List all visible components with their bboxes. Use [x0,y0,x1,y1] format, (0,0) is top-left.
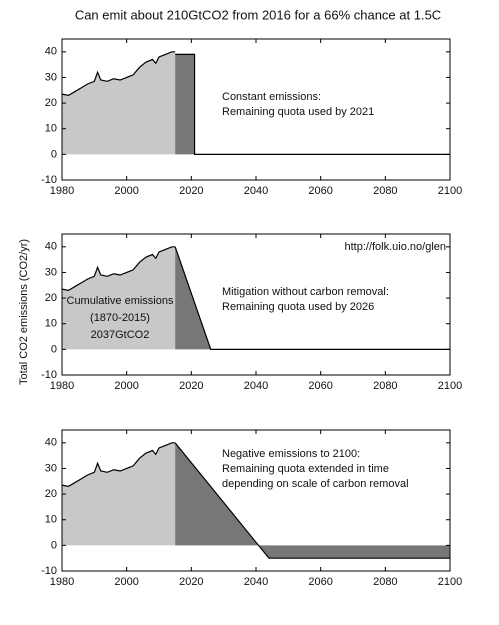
x-tick-label: 2020 [179,380,203,392]
annotation: 2037GtCO2 [91,329,150,341]
x-tick-label: 2020 [179,185,203,197]
y-tick-label: 0 [51,539,57,551]
x-tick-label: 2080 [373,380,397,392]
x-tick-label: 2020 [179,576,203,588]
area [62,442,176,546]
annotation: Cumulative emissions [67,295,174,307]
y-tick-label: 20 [45,97,57,109]
x-tick-label: 2040 [244,576,268,588]
x-tick-label: 2040 [244,380,268,392]
x-tick-label: 2060 [308,185,332,197]
annotation: http://folk.uio.no/glen [344,241,446,253]
y-tick-label: 10 [45,318,57,330]
y-tick-label: 20 [45,488,57,500]
x-tick-label: 2100 [438,185,462,197]
y-tick-label: -10 [41,565,57,577]
x-tick-label: 2040 [244,185,268,197]
x-tick-label: 2080 [373,185,397,197]
line [61,51,176,97]
annotation: Mitigation without carbon removal: [222,286,389,298]
y-tick-label: 30 [45,462,57,474]
x-tick-label: 2060 [308,380,332,392]
annotation: Remaining quota used by 2021 [222,106,374,118]
annotation: Remaining quota extended in time [222,463,389,475]
y-tick-label: 30 [45,266,57,278]
x-tick-label: 2100 [438,576,462,588]
y-tick-label: 10 [45,123,57,135]
y-tick-label: 40 [45,241,57,253]
x-tick-label: 2100 [438,380,462,392]
y-tick-label: 0 [51,343,57,355]
area [62,246,176,350]
x-tick-label: 2000 [114,576,138,588]
annotation: Remaining quota used by 2026 [222,301,374,313]
x-tick-label: 1980 [50,185,74,197]
y-tick-label: -10 [41,174,57,186]
y-tick-label: 20 [45,292,57,304]
annotation: Constant emissions: [222,91,321,103]
area [62,51,176,155]
area [175,54,451,155]
line [174,246,450,350]
y-tick-label: -10 [41,369,57,381]
line [175,53,450,155]
annotation: depending on scale of carbon removal [222,478,409,490]
figure-title: Can emit about 210GtCO2 from 2016 for a … [75,7,441,22]
x-tick-label: 2000 [114,185,138,197]
y-tick-label: 30 [45,71,57,83]
y-tick-label: 0 [51,148,57,160]
line [174,442,450,559]
line [61,246,176,292]
area [175,246,451,350]
x-tick-label: 2080 [373,576,397,588]
y-tick-label: 10 [45,514,57,526]
area [175,442,451,559]
y-tick-label: 40 [45,46,57,58]
x-tick-label: 2000 [114,380,138,392]
y-tick-label: 40 [45,437,57,449]
x-tick-label: 1980 [50,576,74,588]
x-tick-label: 1980 [50,380,74,392]
annotation: (1870-2015) [90,312,150,324]
y-axis-label: Total CO2 emissions (CO2/yr) [18,239,30,385]
line [61,442,176,488]
x-tick-label: 2060 [308,576,332,588]
annotation: Negative emissions to 2100: [222,448,360,460]
